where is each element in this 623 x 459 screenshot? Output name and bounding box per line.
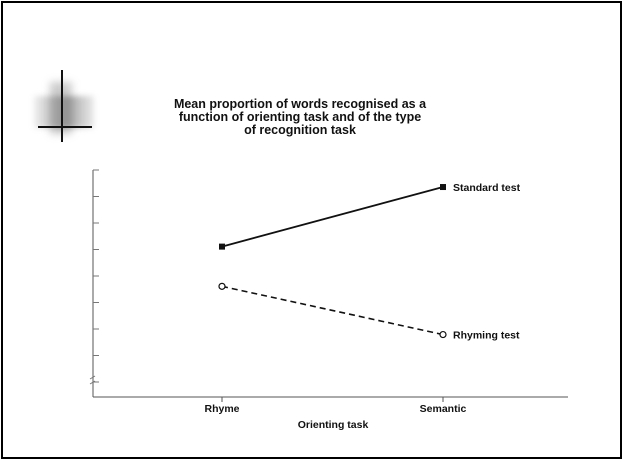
series-label: Standard test bbox=[453, 182, 521, 194]
chart-axes bbox=[89, 169, 568, 402]
x-axis-label: Orienting task bbox=[298, 419, 369, 431]
data-point-circle bbox=[218, 282, 226, 290]
x-tick-label: Rhyme bbox=[204, 403, 239, 415]
series-line bbox=[221, 186, 444, 248]
chart-labels: Rhyme Semantic Orienting task Standard test… bbox=[204, 182, 520, 431]
data-point-square bbox=[219, 243, 225, 250]
chart-series bbox=[218, 184, 447, 339]
crosshair-shadow bbox=[34, 96, 94, 128]
x-tick-label: Semantic bbox=[420, 403, 467, 415]
crosshair-vertical-line bbox=[61, 70, 63, 142]
y-axis-break bbox=[89, 375, 96, 385]
data-point-circle bbox=[439, 330, 447, 339]
crosshair-horizontal-line bbox=[38, 126, 92, 128]
data-point-square bbox=[440, 184, 446, 191]
series-label: Rhyming test bbox=[453, 330, 520, 342]
series-line bbox=[221, 285, 444, 336]
crosshair-decoration bbox=[30, 70, 94, 142]
chart-title: Mean proportion of words recognised as a… bbox=[173, 97, 427, 137]
